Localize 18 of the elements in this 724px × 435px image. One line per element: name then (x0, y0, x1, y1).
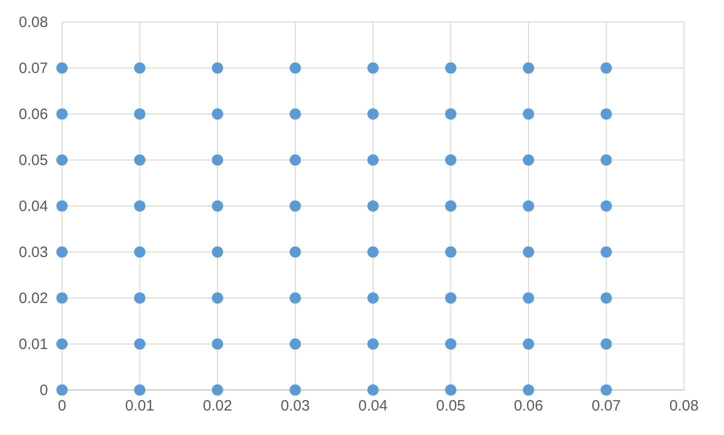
y-tick-label: 0.08 (18, 14, 48, 31)
x-tick-label: 0.07 (592, 398, 621, 415)
y-tick-label: 0.03 (18, 244, 48, 261)
y-tick-label: 0.07 (18, 60, 48, 77)
y-tick-label: 0.05 (18, 152, 48, 169)
y-tick-label: 0.04 (18, 198, 48, 215)
x-tick-label: 0.08 (669, 398, 699, 415)
x-tick-label: 0.05 (436, 398, 466, 415)
x-tick-label: 0.06 (514, 398, 544, 415)
x-tick-label: 0.04 (358, 398, 388, 415)
y-tick-label: 0.01 (18, 336, 48, 353)
y-tick-label: 0.06 (18, 106, 48, 123)
x-tick-label: 0.01 (125, 398, 154, 415)
y-tick-label: 0 (40, 382, 48, 399)
x-tick-label: 0.03 (280, 398, 310, 415)
x-tick-label: 0.02 (202, 398, 232, 415)
y-tick-label: 0.02 (18, 290, 48, 307)
x-tick-label: 0 (58, 398, 66, 415)
